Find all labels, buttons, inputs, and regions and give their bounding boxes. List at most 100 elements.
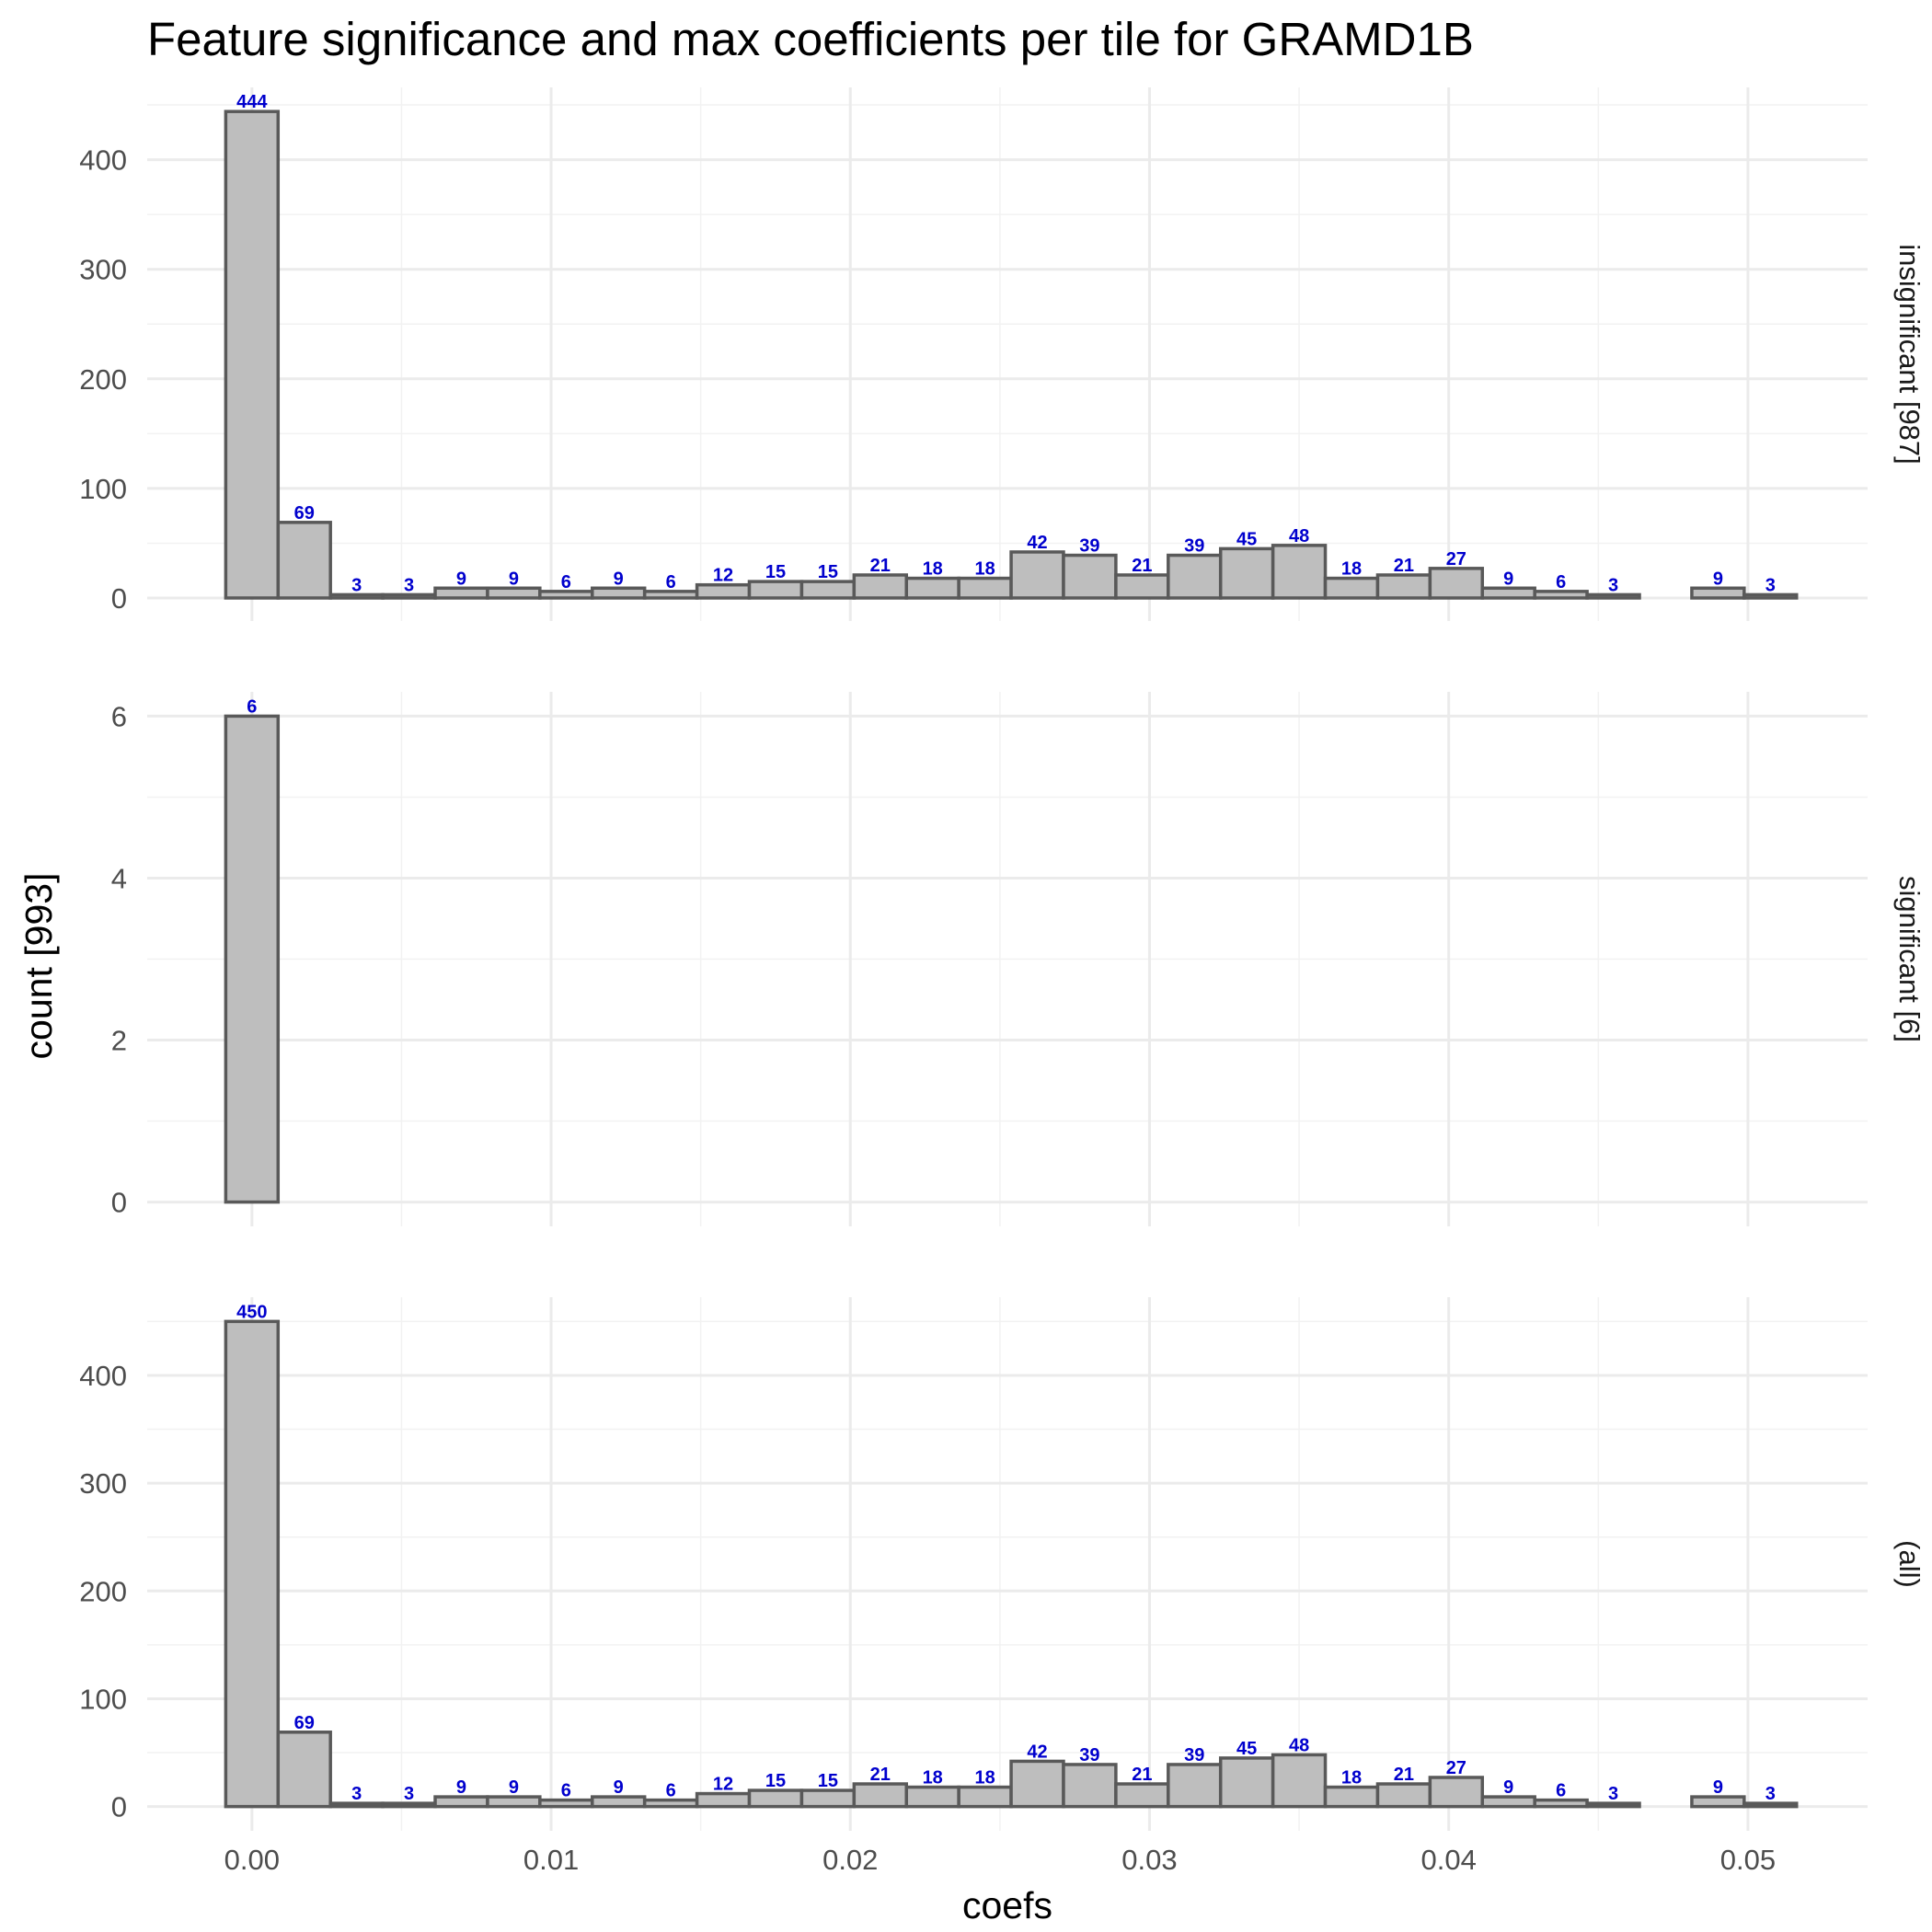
bar-count-label: 6 (1556, 1781, 1566, 1801)
bar-count-label: 9 (1503, 1777, 1513, 1798)
bar-count-label: 21 (1394, 1765, 1414, 1785)
x-tick-label: 0.04 (1421, 1844, 1477, 1876)
histogram-bar (1167, 553, 1223, 600)
bar-count-label: 42 (1027, 533, 1047, 553)
histogram-bar (695, 1791, 752, 1809)
bar-count-label: 39 (1184, 536, 1204, 557)
bar-count-label: 39 (1079, 1745, 1099, 1765)
histogram-bar (538, 590, 594, 600)
histogram-bar (1585, 592, 1641, 600)
bar-count-label: 27 (1446, 1758, 1466, 1778)
y-tick-label: 0 (111, 1187, 127, 1219)
histogram-bar (799, 1788, 857, 1809)
bar-count-label: 9 (509, 569, 519, 589)
x-tick-label: 0.02 (822, 1844, 878, 1876)
bar-count-label: 69 (294, 1713, 315, 1733)
x-tick-label: 0.03 (1121, 1844, 1177, 1876)
y-tick-label: 300 (79, 254, 127, 286)
bar-count-label: 18 (1341, 1768, 1362, 1788)
bar-count-label: 3 (404, 575, 414, 595)
histogram-bar (1742, 592, 1799, 600)
bar-count-label: 18 (974, 559, 995, 580)
histogram-bar (591, 586, 647, 600)
bar-count-label: 21 (1132, 1765, 1152, 1785)
bar-count-label: 6 (1556, 572, 1566, 592)
bar-count-label: 39 (1079, 536, 1099, 557)
bar-count-label: 18 (923, 559, 943, 580)
bar-count-label: 9 (1503, 569, 1513, 589)
y-tick-label: 300 (79, 1467, 127, 1500)
histogram-bar (1167, 1763, 1223, 1809)
histogram-bar (747, 1788, 804, 1809)
bar-count-label: 6 (561, 1781, 571, 1801)
bar-count-label: 21 (870, 1765, 891, 1785)
histogram-bar (1271, 1753, 1328, 1809)
bar-count-label: 42 (1027, 1742, 1047, 1762)
histogram-bar (1428, 567, 1485, 600)
bar-count-label: 6 (666, 572, 676, 592)
x-tick-label: 0.05 (1720, 1844, 1776, 1876)
y-tick-label: 100 (79, 1683, 127, 1715)
bar-count-label: 15 (765, 562, 786, 582)
bar-count-label: 3 (351, 1784, 362, 1804)
histogram-bar (486, 586, 542, 600)
y-tick-label: 200 (79, 363, 127, 396)
facet-strip-label: insignificant [987] (1893, 244, 1926, 465)
y-tick-label: 100 (79, 473, 127, 505)
histogram-bar (695, 582, 752, 600)
bar-count-label: 3 (404, 1784, 414, 1804)
histogram-bar (538, 1798, 594, 1809)
x-axis-title: coefs (962, 1884, 1052, 1926)
histogram-bar (642, 1798, 699, 1809)
bar-count-label: 9 (1713, 1777, 1723, 1798)
bar-count-label: 3 (1608, 1784, 1618, 1804)
histogram-bar (1533, 1798, 1589, 1809)
bar-count-label: 45 (1236, 529, 1257, 549)
bar-count-label: 3 (1608, 575, 1618, 595)
histogram-bar (486, 1795, 542, 1809)
histogram-bar (1218, 546, 1275, 600)
y-tick-label: 400 (79, 144, 127, 177)
bar-count-label: 48 (1289, 1735, 1309, 1755)
histogram-bar (1428, 1776, 1485, 1809)
histogram-bar (1375, 1782, 1432, 1809)
bar-count-label: 3 (1765, 1784, 1776, 1804)
bar-count-label: 21 (1394, 556, 1414, 576)
y-axis-title: count [993] (17, 873, 60, 1060)
y-tick-label: 4 (111, 862, 127, 894)
bar-count-label: 12 (713, 566, 733, 586)
histogram-bar (1009, 550, 1065, 600)
bar-count-label: 18 (974, 1768, 995, 1788)
x-tick-label: 0.00 (224, 1844, 280, 1876)
bar-count-label: 9 (456, 569, 466, 589)
bar-count-label: 69 (294, 503, 315, 523)
histogram-bar (1114, 573, 1170, 600)
bar-count-label: 9 (1713, 569, 1723, 589)
bar-count-label: 39 (1184, 1745, 1204, 1765)
bar-count-label: 9 (614, 569, 624, 589)
histogram-bar (1480, 1795, 1536, 1809)
bar-count-label: 444 (236, 92, 268, 112)
bar-count-label: 48 (1289, 526, 1309, 546)
histogram-bar (1375, 573, 1432, 600)
histogram-bar (1585, 1801, 1641, 1809)
histogram-bar (799, 580, 857, 600)
histogram-bar (1009, 1759, 1065, 1809)
histogram-bar (1323, 1785, 1380, 1809)
y-tick-label: 2 (111, 1025, 127, 1057)
bar-count-label: 9 (614, 1777, 624, 1798)
bar-count-label: 6 (561, 572, 571, 592)
bar-count-label: 450 (236, 1302, 267, 1322)
histogram-bar (1690, 586, 1746, 600)
histogram-bar (224, 109, 281, 600)
bar-count-label: 18 (1341, 559, 1362, 580)
histogram-bar (904, 1785, 960, 1809)
bar-count-label: 15 (818, 562, 838, 582)
bar-count-label: 9 (509, 1777, 519, 1798)
histogram-bar (642, 590, 699, 600)
histogram-bar (433, 586, 489, 600)
bar-count-label: 21 (870, 556, 891, 576)
